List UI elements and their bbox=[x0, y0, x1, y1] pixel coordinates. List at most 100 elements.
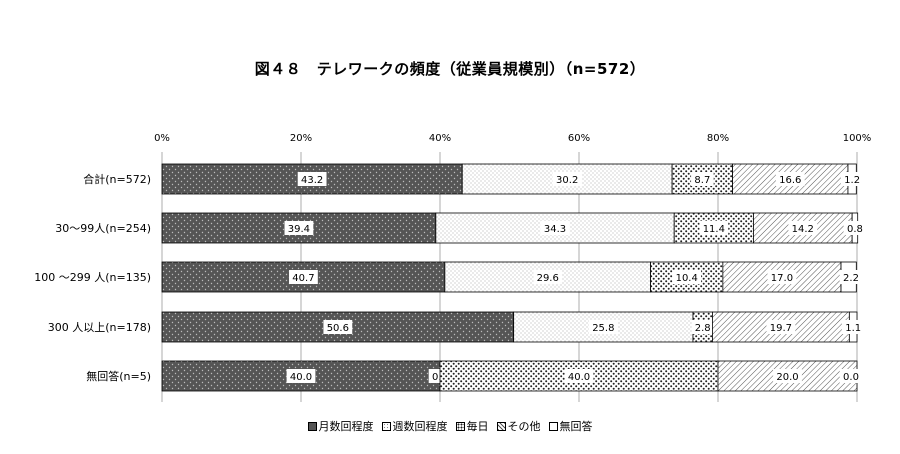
legend-swatch bbox=[496, 422, 506, 431]
x-tick-label: 100% bbox=[843, 133, 872, 144]
bar-segment bbox=[161, 311, 515, 343]
legend-label: 月数回程度 bbox=[318, 420, 374, 433]
data-label-bg bbox=[588, 320, 618, 334]
data-label-text: 1.1 bbox=[845, 323, 861, 334]
data-label-bg bbox=[766, 320, 796, 334]
data-label: 43.2 bbox=[297, 172, 327, 186]
data-label-text: 8.7 bbox=[694, 175, 710, 186]
legend-swatch bbox=[455, 422, 465, 431]
data-label-text: 11.4 bbox=[703, 224, 725, 235]
x-tick-label: 80% bbox=[707, 133, 729, 144]
legend-swatch bbox=[307, 422, 317, 431]
legend-item: その他 bbox=[496, 418, 541, 434]
data-label-bg bbox=[691, 320, 715, 334]
legend-item: 月数回程度 bbox=[307, 418, 374, 434]
data-label: 16.6 bbox=[775, 172, 805, 186]
x-tick-label: 60% bbox=[568, 133, 590, 144]
data-label: 39.4 bbox=[284, 221, 314, 235]
data-label: 2.8 bbox=[691, 320, 715, 334]
data-label-bg bbox=[533, 270, 563, 284]
data-label-bg bbox=[775, 172, 805, 186]
data-label-bg bbox=[843, 221, 867, 235]
data-label-bg bbox=[289, 270, 318, 284]
data-label-text: 2.8 bbox=[695, 323, 711, 334]
data-label: 14.2 bbox=[788, 221, 818, 235]
data-label-bg bbox=[297, 172, 327, 186]
data-label: 30.2 bbox=[552, 172, 582, 186]
data-label: 1.1 bbox=[841, 320, 865, 334]
data-label-text: 43.2 bbox=[301, 175, 323, 186]
data-label-bg bbox=[767, 270, 797, 284]
data-label-text: 16.6 bbox=[779, 175, 801, 186]
data-label: 10.4 bbox=[672, 270, 702, 284]
data-label-text: 40.7 bbox=[292, 273, 314, 284]
data-label: 2.2 bbox=[839, 270, 863, 284]
data-label-bg bbox=[323, 320, 353, 334]
chart-legend: 月数回程度 週数回程度 毎日 その他 無回答 bbox=[0, 418, 900, 434]
data-label-bg bbox=[773, 369, 802, 383]
data-label-bg bbox=[286, 369, 316, 383]
data-label-text: 17.0 bbox=[771, 273, 793, 284]
data-label-text: 39.4 bbox=[288, 224, 310, 235]
chart-title: 図４８ テレワークの頻度（従業員規模別）（n=572） bbox=[254, 60, 646, 78]
data-label: 8.7 bbox=[691, 172, 714, 186]
data-label: 20.0 bbox=[773, 369, 802, 383]
data-label-bg bbox=[788, 221, 818, 235]
data-label-bg bbox=[552, 172, 582, 186]
data-label: 0.0 bbox=[839, 369, 863, 383]
data-label-text: 2.2 bbox=[843, 273, 859, 284]
data-label-text: 50.6 bbox=[327, 323, 349, 334]
legend-swatch bbox=[381, 422, 391, 431]
data-label-text: 40.0 bbox=[568, 372, 590, 383]
data-label-text: 30.2 bbox=[556, 175, 578, 186]
data-label-text: 14.2 bbox=[792, 224, 814, 235]
data-label-bg bbox=[840, 172, 864, 186]
data-label: 34.3 bbox=[540, 221, 570, 235]
data-label-text: 40.0 bbox=[290, 372, 312, 383]
data-label: 40.0 bbox=[286, 369, 316, 383]
data-label-bg bbox=[564, 369, 594, 383]
legend-item: 毎日 bbox=[455, 418, 489, 434]
data-label-bg bbox=[841, 320, 865, 334]
data-label-text: 20.0 bbox=[776, 372, 798, 383]
x-tick-label: 20% bbox=[290, 133, 312, 144]
x-tick-label: 0% bbox=[154, 133, 170, 144]
data-label-text: 29.6 bbox=[537, 273, 559, 284]
category-label: 無回答(n=5) bbox=[86, 369, 151, 383]
data-label-bg bbox=[672, 270, 702, 284]
category-label: 合計(n=572) bbox=[83, 172, 151, 186]
data-label-text: 0.8 bbox=[847, 224, 863, 235]
x-tick-label: 40% bbox=[429, 133, 451, 144]
legend-item: 無回答 bbox=[548, 418, 593, 434]
data-label: 1.2 bbox=[840, 172, 864, 186]
data-label: 25.8 bbox=[588, 320, 618, 334]
category-label: 30～99人(n=254) bbox=[55, 222, 151, 235]
data-label-bg bbox=[540, 221, 570, 235]
data-label-text: 19.7 bbox=[770, 323, 792, 334]
data-label: 40.7 bbox=[289, 270, 318, 284]
data-label: 29.6 bbox=[533, 270, 563, 284]
data-label-bg bbox=[839, 369, 863, 383]
category-label: 100 ～299 人(n=135) bbox=[34, 271, 151, 284]
data-label: 17.0 bbox=[767, 270, 797, 284]
data-label-text: 25.8 bbox=[592, 323, 614, 334]
legend-label: その他 bbox=[507, 420, 541, 433]
data-label-text: 34.3 bbox=[544, 224, 566, 235]
data-label-text: 0.0 bbox=[843, 372, 859, 383]
legend-swatch bbox=[548, 422, 558, 431]
data-label: 19.7 bbox=[766, 320, 796, 334]
data-label: 0.8 bbox=[843, 221, 867, 235]
data-label-bg bbox=[284, 221, 314, 235]
data-label-bg bbox=[699, 221, 729, 235]
data-label-text: 10.4 bbox=[676, 273, 698, 284]
data-label: 11.4 bbox=[699, 221, 729, 235]
legend-label: 週数回程度 bbox=[392, 420, 448, 433]
data-label-bg bbox=[839, 270, 863, 284]
legend-label: 無回答 bbox=[559, 420, 593, 433]
category-label: 300 人以上(n=178) bbox=[48, 321, 151, 334]
data-label: 40.0 bbox=[564, 369, 594, 383]
data-label-bg bbox=[691, 172, 714, 186]
legend-label: 毎日 bbox=[466, 420, 489, 433]
data-label: 50.6 bbox=[323, 320, 353, 334]
